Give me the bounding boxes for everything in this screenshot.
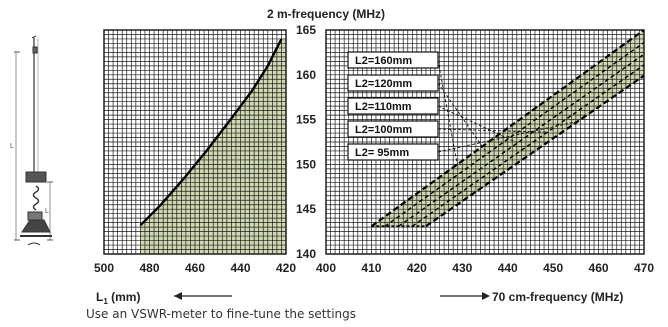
y-tick-label: 160: [296, 68, 316, 82]
x-tick-label: 440: [498, 261, 518, 275]
x-tick-label: 450: [543, 261, 563, 275]
y-tick-label: 165: [296, 23, 316, 37]
right-axis-label: 70 cm-frequency (MHz): [440, 290, 623, 304]
x-tick-label: 460: [185, 261, 205, 275]
x-tick-label: 460: [589, 261, 609, 275]
x-tick-label: 420: [276, 261, 296, 275]
y-tick-label: 145: [296, 202, 316, 216]
x-tick-label: 430: [452, 261, 472, 275]
legend-leader: [437, 120, 578, 153]
right-chart: 400 410 420 430 440 450 460 470 L2=160mm L2=120m…: [316, 29, 654, 275]
y-tick-label: 155: [296, 113, 316, 127]
footnote: Use an VSWR-meter to fine-tune the setti…: [86, 307, 356, 321]
left-plot-frame: [103, 29, 287, 255]
left-arrow-head: [174, 292, 182, 300]
legend-entry: L2=120mm: [355, 78, 412, 90]
legend-leader: [437, 82, 488, 154]
x-tick-label: 470: [634, 261, 654, 275]
x-tick-label: 500: [94, 261, 114, 275]
x-tick-label: 420: [407, 261, 427, 275]
x-tick-label: 410: [361, 261, 381, 275]
left-axis-title: L1 (mm): [96, 290, 140, 306]
right-series-line: [370, 30, 644, 228]
y-tick-label: 150: [296, 157, 316, 171]
legend-leader: [437, 128, 548, 133]
x-tick-label: 480: [139, 261, 159, 275]
right-series-line: [425, 74, 644, 228]
legend-entry: L2=110mm: [355, 101, 412, 113]
right-series-line: [411, 64, 644, 227]
right-series-line: [398, 53, 644, 227]
left-chart: 500 480 460 440 420: [94, 29, 296, 275]
right-series-line: [384, 41, 644, 227]
legend-entry: L2= 95mm: [355, 147, 409, 159]
antenna-illustration: L L: [10, 35, 53, 246]
svg-text:L: L: [10, 143, 14, 150]
x-tick-label: 400: [316, 261, 336, 275]
left-series-line: [139, 38, 283, 227]
right-arrow-head: [482, 292, 490, 300]
legend-leader: [437, 59, 458, 165]
left-axis-label: L1 (mm): [96, 290, 232, 306]
legend-entry: L2=160mm: [355, 55, 412, 67]
x-tick-label: 440: [230, 261, 250, 275]
right-plot-frame: [325, 29, 645, 255]
svg-text:L: L: [45, 208, 49, 215]
right-axis-title: 70 cm-frequency (MHz): [492, 290, 623, 304]
chart-title: 2 m-frequency (MHz): [267, 7, 385, 21]
y-tick-label: 140: [296, 247, 316, 261]
legend-entry: L2=100mm: [355, 124, 412, 136]
